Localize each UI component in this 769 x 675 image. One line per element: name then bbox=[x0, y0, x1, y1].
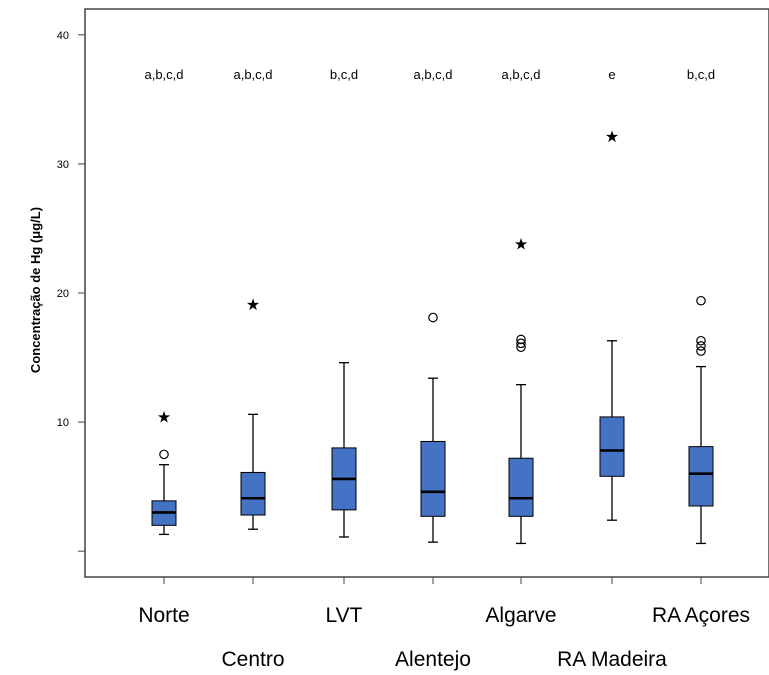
category-label: RA Açores bbox=[652, 604, 750, 627]
outlier-point bbox=[696, 295, 706, 306]
y-tick-label: 30 bbox=[57, 159, 69, 171]
y-axis-ticks: 10 20 30 40 bbox=[57, 30, 85, 552]
group-letter-label: a,b,c,d bbox=[144, 67, 183, 82]
group-letter-label: e bbox=[608, 67, 615, 82]
y-tick-label: 10 bbox=[57, 417, 69, 429]
box-iqr bbox=[240, 471, 266, 516]
group-letter-label: b,c,d bbox=[330, 67, 358, 82]
outlier-point bbox=[428, 312, 438, 323]
box-iqr bbox=[599, 416, 625, 477]
outlier-point bbox=[159, 449, 169, 460]
box-iqr bbox=[420, 440, 446, 517]
box-iqr bbox=[688, 446, 714, 507]
category-label: Algarve bbox=[485, 604, 556, 627]
outlier-point bbox=[516, 342, 526, 353]
outlier-point bbox=[696, 341, 706, 351]
boxes-layer: ★ ★ ★ ★ bbox=[151, 127, 714, 545]
category-label: Centro bbox=[221, 648, 284, 671]
extreme-point: ★ bbox=[605, 127, 619, 146]
category-label: Norte bbox=[138, 604, 189, 627]
outlier-point bbox=[516, 338, 526, 349]
category-label: Alentejo bbox=[395, 648, 471, 671]
outlier-point bbox=[696, 346, 706, 356]
group-letter-label: a,b,c,d bbox=[413, 67, 452, 82]
outlier-point bbox=[516, 334, 526, 345]
extreme-point: ★ bbox=[246, 295, 260, 314]
group-letter-label: a,b,c,d bbox=[501, 67, 540, 82]
box-iqr bbox=[508, 457, 534, 517]
group-letter-label: a,b,c,d bbox=[233, 67, 272, 82]
category-label: LVT bbox=[326, 604, 363, 627]
group-letters-layer: a,b,c,d a,b,c,d b,c,d a,b,c,d a,b,c,d e b,c,d bbox=[144, 67, 715, 82]
y-tick-label: 40 bbox=[57, 30, 69, 42]
y-tick-label: 20 bbox=[57, 288, 69, 300]
y-axis-label: Concentração de Hg (μg/L) bbox=[28, 207, 43, 373]
group-letter-label: b,c,d bbox=[687, 67, 715, 82]
extreme-point: ★ bbox=[514, 234, 528, 253]
extreme-point: ★ bbox=[157, 407, 171, 426]
outlier-point bbox=[696, 335, 706, 346]
category-label: RA Madeira bbox=[557, 648, 667, 671]
